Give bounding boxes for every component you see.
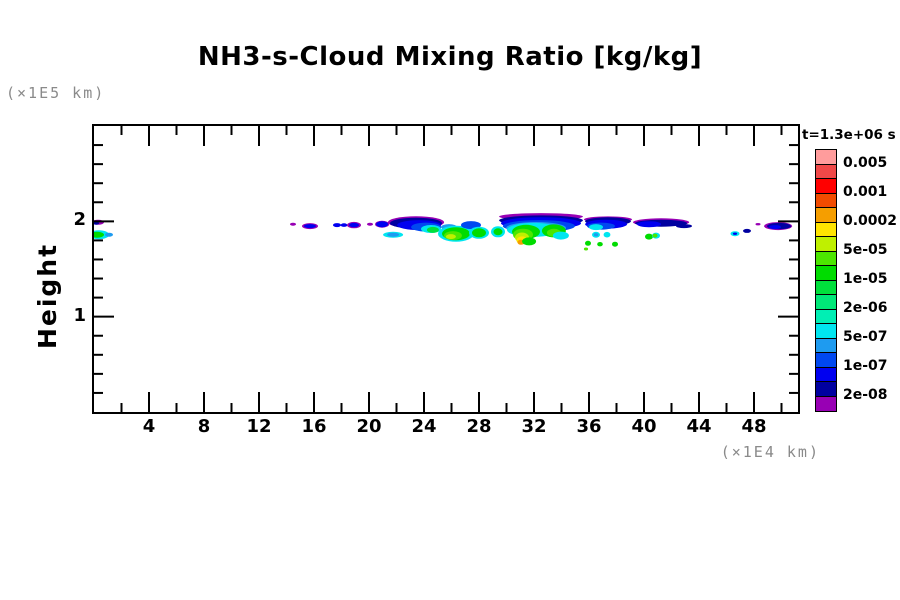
cloud-blob xyxy=(769,225,781,230)
colorbar-label: 5e-05 xyxy=(843,241,888,258)
cloud-blob xyxy=(732,232,738,235)
colorbar-cell xyxy=(816,295,836,310)
cloud-blob xyxy=(105,232,113,237)
x-tick-label: 40 xyxy=(631,416,657,437)
cloud-blob xyxy=(585,240,591,246)
cloud-blob xyxy=(387,232,400,237)
cloud-blob xyxy=(426,226,439,233)
cloud-blob xyxy=(94,221,100,225)
cloud-blob xyxy=(645,233,653,240)
colorbar-cell xyxy=(816,222,836,237)
cloud-blob xyxy=(367,222,373,226)
x-tick-label: 48 xyxy=(741,416,767,437)
x-tick-label: 12 xyxy=(246,416,272,437)
cloud-blob xyxy=(743,228,751,233)
x-tick-label: 16 xyxy=(301,416,327,437)
cloud-blob xyxy=(589,224,603,231)
colorbar-cell xyxy=(816,179,836,194)
cloud-blob xyxy=(583,247,589,251)
colorbar-cell xyxy=(816,382,836,397)
colorbar-cell xyxy=(816,367,836,382)
x-tick-label: 8 xyxy=(197,416,211,437)
x-axis-units-label: (×1E4 km) xyxy=(720,443,820,461)
colorbar-cell xyxy=(816,208,836,223)
colorbar-cell xyxy=(816,338,836,353)
colorbar-label: 2e-08 xyxy=(843,386,888,403)
cloud-blob xyxy=(472,228,486,238)
x-tick-label: 32 xyxy=(521,416,547,437)
cloud-blob xyxy=(676,224,692,229)
colorbar-cell xyxy=(816,280,836,295)
colorbar-label: 1e-05 xyxy=(843,270,888,287)
cloud-blob xyxy=(290,222,296,226)
chart-title: NH3-s-Cloud Mixing Ratio [kg/kg] xyxy=(197,42,703,72)
x-tick-label: 24 xyxy=(411,416,437,437)
y-axis-units-label: (×1E5 km) xyxy=(6,84,106,102)
x-tick-label: 28 xyxy=(466,416,492,437)
colorbar-cell xyxy=(816,193,836,208)
colorbar-label: 0.001 xyxy=(843,183,888,200)
time-label: t=1.3e+06 s xyxy=(802,127,896,143)
cloud-field-svg xyxy=(94,126,798,412)
x-tick-label: 44 xyxy=(686,416,712,437)
x-tick-label: 36 xyxy=(576,416,602,437)
colorbar-cell xyxy=(816,150,836,165)
colorbar-cell xyxy=(816,251,836,266)
y-tick-label: 1 xyxy=(73,304,86,326)
cloud-blob xyxy=(304,224,316,229)
plot-area xyxy=(92,124,800,414)
x-tick-label: 4 xyxy=(142,416,156,437)
cloud-blob xyxy=(593,233,599,237)
cloud-blob xyxy=(333,223,341,228)
axis-ticks xyxy=(94,126,798,412)
cloud-blob xyxy=(94,231,104,238)
colorbar-label: 1e-07 xyxy=(843,357,888,374)
colorbar-label: 5e-07 xyxy=(843,328,888,345)
cloud-blob xyxy=(522,237,537,246)
cloud-blob xyxy=(612,241,618,247)
cloud-blob xyxy=(552,231,569,240)
cloud-blob xyxy=(652,233,658,238)
colorbar-cell xyxy=(816,237,836,252)
cloud-blob xyxy=(445,234,456,240)
cloud-blob xyxy=(603,231,611,238)
cloud-blob xyxy=(340,223,348,227)
colorbar-cell xyxy=(816,164,836,179)
colorbar-label: 0.0002 xyxy=(843,212,898,229)
colorbar-cell xyxy=(816,396,836,411)
colorbar-cell xyxy=(816,309,836,324)
cloud-blob xyxy=(637,221,661,228)
cloud-blob xyxy=(349,222,359,228)
cloud-blob xyxy=(493,228,503,236)
cloud-blobs xyxy=(94,213,793,251)
colorbar xyxy=(815,149,837,412)
x-tick-label: 20 xyxy=(356,416,382,437)
cloud-blob xyxy=(376,221,389,228)
colorbar-cell xyxy=(816,266,836,281)
colorbar-cell xyxy=(816,353,836,368)
cloud-blob xyxy=(755,223,761,226)
y-tick-label: 2 xyxy=(73,209,86,231)
colorbar-label: 2e-06 xyxy=(843,299,888,316)
colorbar-cell xyxy=(816,324,836,339)
cloud-blob xyxy=(597,242,603,247)
colorbar-label: 0.005 xyxy=(843,154,888,171)
